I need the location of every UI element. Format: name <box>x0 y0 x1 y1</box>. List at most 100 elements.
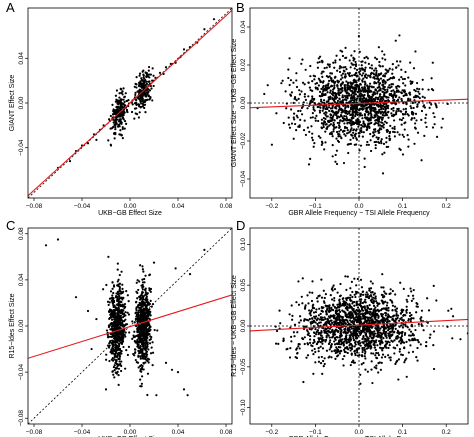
scatter-point <box>388 320 391 323</box>
scatter-point <box>341 96 344 99</box>
scatter-point <box>117 342 121 345</box>
scatter-point <box>120 270 123 273</box>
scatter-point <box>372 335 376 338</box>
scatter-point <box>309 157 312 160</box>
scatter-point <box>308 327 311 331</box>
scatter-point <box>451 315 455 318</box>
scatter-point <box>117 303 121 306</box>
scatter-point <box>314 86 317 89</box>
scatter-point <box>108 301 111 304</box>
scatter-point <box>363 56 366 60</box>
scatter-point <box>116 125 120 128</box>
scatter-point <box>137 105 141 108</box>
scatter-point <box>350 313 353 317</box>
scatter-point <box>113 305 116 308</box>
scatter-point <box>139 264 142 267</box>
scatter-point <box>354 87 357 90</box>
scatter-point <box>304 304 307 307</box>
y-tick-label: 0.02 <box>240 58 247 71</box>
scatter-point <box>342 331 345 334</box>
scatter-point <box>370 340 373 343</box>
scatter-point <box>139 357 142 360</box>
scatter-point <box>146 334 149 337</box>
scatter-point <box>108 316 112 320</box>
scatter-point <box>320 331 323 334</box>
scatter-point <box>182 48 186 51</box>
scatter-point <box>404 111 408 114</box>
scatter-point <box>381 99 384 102</box>
scatter-point <box>341 76 344 79</box>
scatter-point <box>350 127 353 130</box>
scatter-point <box>118 290 122 293</box>
scatter-point <box>330 321 334 324</box>
scatter-point <box>140 83 143 86</box>
scatter-point <box>388 332 391 335</box>
scatter-point <box>420 323 423 326</box>
scatter-point <box>352 336 355 340</box>
scatter-point <box>149 310 152 313</box>
scatter-point <box>119 297 123 300</box>
scatter-point <box>119 129 122 132</box>
scatter-point <box>387 86 390 89</box>
scatter-point <box>133 330 136 333</box>
scatter-point <box>388 356 391 359</box>
scatter-point <box>339 332 342 335</box>
scatter-point <box>421 88 424 91</box>
scatter-point <box>430 103 433 106</box>
scatter-point <box>343 348 346 351</box>
scatter-point <box>352 110 355 113</box>
scatter-point <box>339 83 342 86</box>
scatter-point <box>370 331 373 334</box>
scatter-point <box>366 328 369 331</box>
scatter-point <box>303 95 306 98</box>
scatter-point <box>364 75 367 79</box>
scatter-point <box>313 97 316 101</box>
scatter-point <box>403 113 407 116</box>
scatter-point <box>351 117 354 120</box>
scatter-point <box>333 97 336 100</box>
scatter-point <box>372 73 376 76</box>
scatter-point <box>374 56 377 59</box>
scatter-point <box>297 345 300 348</box>
scatter-point <box>337 93 340 96</box>
scatter-point <box>402 94 405 97</box>
scatter-point <box>118 320 122 324</box>
scatter-point <box>136 361 140 364</box>
scatter-point <box>322 116 325 120</box>
scatter-point <box>149 314 152 317</box>
scatter-point <box>141 296 144 299</box>
scatter-point <box>115 358 118 362</box>
scatter-point <box>294 97 297 100</box>
panel-b: B−0.2 −0.1 0.0 0.1 0.2−0.04−0.020.000.020.04… <box>231 0 469 217</box>
scatter-point <box>366 89 369 92</box>
scatter-point <box>111 287 114 290</box>
scatter-point <box>390 325 394 328</box>
scatter-point <box>417 341 420 344</box>
scatter-point <box>422 329 425 332</box>
scatter-point <box>347 151 350 155</box>
scatter-point <box>330 119 333 122</box>
scatter-point <box>337 342 340 345</box>
scatter-point <box>170 368 174 371</box>
scatter-point <box>347 92 350 95</box>
scatter-point <box>375 351 378 355</box>
scatter-point <box>312 321 315 324</box>
scatter-point <box>378 309 381 312</box>
scatter-point <box>133 85 136 88</box>
scatter-point <box>310 310 313 313</box>
scatter-point <box>313 347 316 351</box>
scatter-point <box>121 283 124 286</box>
scatter-point <box>352 322 356 326</box>
scatter-point <box>133 354 136 357</box>
scatter-point <box>349 119 352 123</box>
scatter-point <box>145 312 148 315</box>
scatter-point <box>373 330 376 333</box>
scatter-point <box>136 341 139 344</box>
scatter-point <box>374 354 377 357</box>
scatter-point <box>358 113 361 116</box>
scatter-point <box>118 332 121 335</box>
scatter-point <box>121 113 124 117</box>
scatter-point <box>125 122 128 125</box>
scatter-point <box>361 97 364 101</box>
scatter-point <box>134 317 137 321</box>
